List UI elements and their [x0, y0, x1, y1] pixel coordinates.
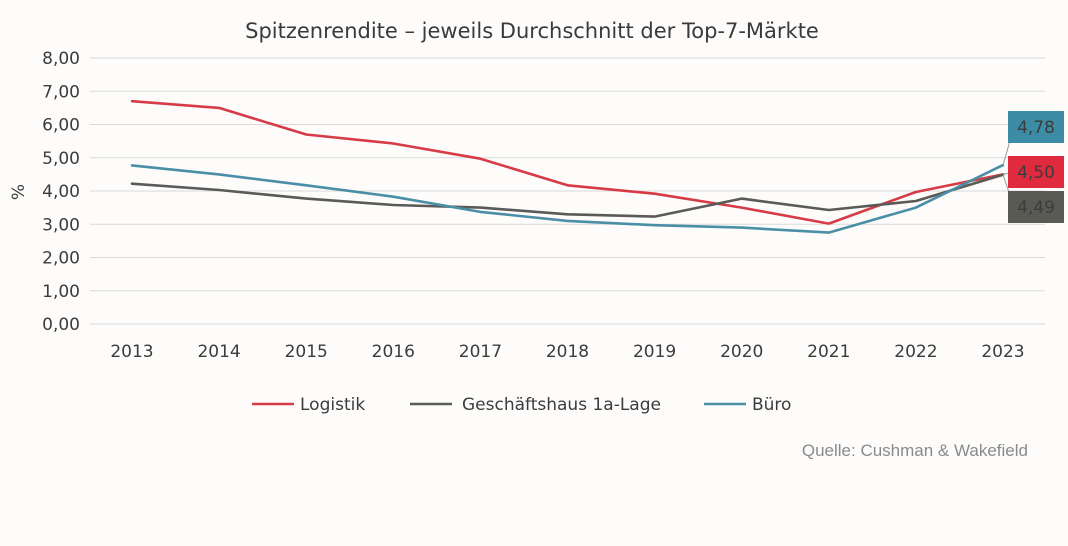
y-tick-label: 5,00 — [42, 149, 80, 169]
y-tick-label: 1,00 — [42, 282, 80, 302]
x-axis-ticks: 2013 2014 2015 2016 2017 2018 2019 2020 2021 2022… — [110, 342, 1024, 362]
x-tick-label: 2023 — [981, 342, 1024, 362]
end-value-label: 4,78 — [1017, 118, 1055, 138]
y-axis-ticks: 0,00 1,00 2,00 3,00 4,00 5,00 6,00 7,00 8,00 — [42, 49, 80, 335]
x-tick-label: 2022 — [894, 342, 937, 362]
y-tick-label: 0,00 — [42, 315, 80, 335]
x-tick-label: 2013 — [110, 342, 153, 362]
y-tick-label: 2,00 — [42, 249, 80, 269]
y-tick-label: 3,00 — [42, 215, 80, 235]
series-lines — [130, 99, 1005, 234]
y-tick-label: 4,00 — [42, 182, 80, 202]
legend: Logistik Geschäftshaus 1a-Lage Büro — [252, 395, 791, 415]
x-tick-label: 2014 — [197, 342, 240, 362]
legend-label: Büro — [752, 395, 791, 415]
series-line — [130, 173, 1005, 218]
legend-label: Logistik — [300, 395, 365, 415]
end-label-box — [1008, 111, 1064, 143]
end-value-labels: 4,50 4,49 4,78 — [1002, 111, 1064, 223]
x-tick-label: 2016 — [372, 342, 415, 362]
end-label-box — [1008, 156, 1064, 188]
x-tick-label: 2018 — [546, 342, 589, 362]
x-tick-label: 2019 — [633, 342, 676, 362]
series-line — [130, 99, 1005, 225]
chart-title: Spitzenrendite – jeweils Durchschnitt de… — [245, 19, 819, 43]
x-tick-label: 2021 — [807, 342, 850, 362]
series-line — [130, 163, 1005, 234]
end-value-label: 4,50 — [1017, 163, 1055, 183]
legend-label: Geschäftshaus 1a-Lage — [462, 395, 661, 415]
y-axis-label: % — [9, 184, 29, 200]
source-note: Quelle: Cushman & Wakefield — [802, 441, 1028, 460]
end-label-box — [1008, 191, 1064, 223]
y-tick-label: 8,00 — [42, 49, 80, 69]
x-tick-label: 2017 — [459, 342, 502, 362]
x-tick-label: 2020 — [720, 342, 763, 362]
y-tick-label: 7,00 — [42, 82, 80, 102]
gridlines — [90, 57, 1045, 325]
x-tick-label: 2015 — [285, 342, 328, 362]
end-value-label: 4,49 — [1017, 198, 1055, 218]
y-tick-label: 6,00 — [42, 116, 80, 136]
